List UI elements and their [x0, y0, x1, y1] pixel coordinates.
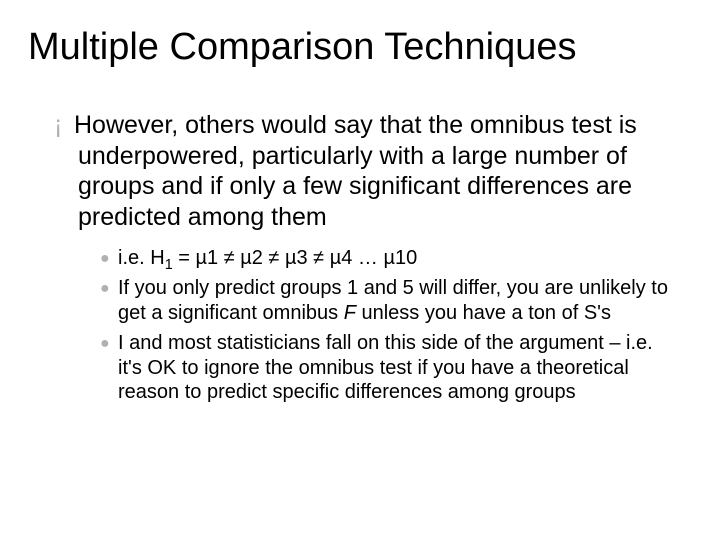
level1-text: However, others would say that the omnib…	[74, 111, 637, 231]
hollow-circle-icon: ¡	[54, 110, 74, 141]
level2-text: If you only predict groups 1 and 5 will …	[118, 277, 668, 323]
bullet-level2: ●If you only predict groups 1 and 5 will…	[118, 276, 680, 325]
slide-body: ¡However, others would say that the omni…	[78, 110, 680, 410]
dot-icon: ●	[100, 249, 118, 269]
bullet-level2: ●I and most statisticians fall on this s…	[118, 331, 680, 404]
level2-text: i.e. H1 = µ1 ≠ µ2 ≠ µ3 ≠ µ4 … µ10	[118, 247, 417, 269]
level2-text: I and most statisticians fall on this si…	[118, 332, 653, 403]
bullet-level1: ¡However, others would say that the omni…	[78, 110, 680, 232]
dot-icon: ●	[100, 334, 118, 354]
slide-title: Multiple Comparison Techniques	[28, 26, 576, 69]
dot-icon: ●	[100, 279, 118, 299]
slide: Multiple Comparison Techniques ¡However,…	[0, 0, 720, 540]
bullet-level2: ●i.e. H1 = µ1 ≠ µ2 ≠ µ3 ≠ µ4 … µ10	[118, 246, 680, 270]
sub-bullet-list: ●i.e. H1 = µ1 ≠ µ2 ≠ µ3 ≠ µ4 … µ10 ●If y…	[118, 246, 680, 404]
